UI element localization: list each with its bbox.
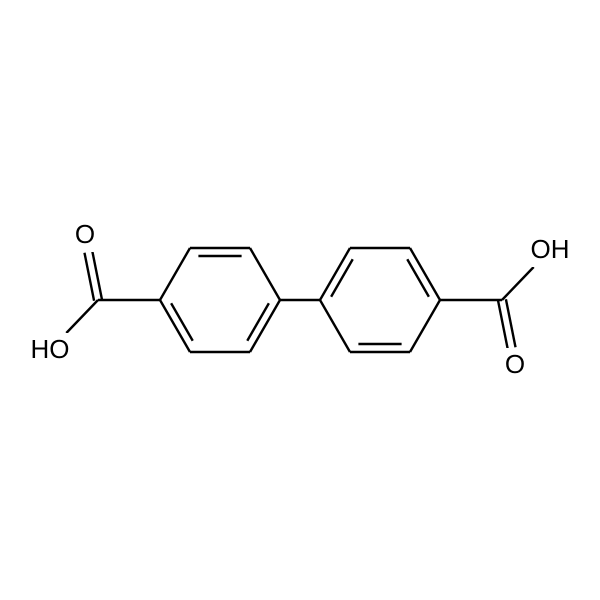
bond-line — [171, 303, 193, 340]
bond-line — [320, 300, 350, 352]
bond-line — [502, 267, 534, 300]
molecule-diagram: HO O O OH — [0, 0, 600, 600]
bond-line — [92, 251, 102, 299]
bond-line — [498, 301, 508, 349]
bond-line — [407, 259, 429, 296]
atom-label-OH_R: OH — [531, 234, 570, 264]
atom-label-HO_L: HO — [31, 334, 70, 364]
bond-line — [331, 259, 353, 296]
bond-line — [160, 248, 190, 300]
atom-label-O_R: O — [505, 349, 525, 379]
bond-line — [250, 248, 280, 300]
bond-line — [247, 303, 269, 340]
bond-line — [410, 300, 440, 352]
atom-label-O_L: O — [75, 219, 95, 249]
bond-line — [66, 300, 98, 333]
bond-line — [84, 253, 94, 301]
bond-line — [506, 299, 516, 347]
